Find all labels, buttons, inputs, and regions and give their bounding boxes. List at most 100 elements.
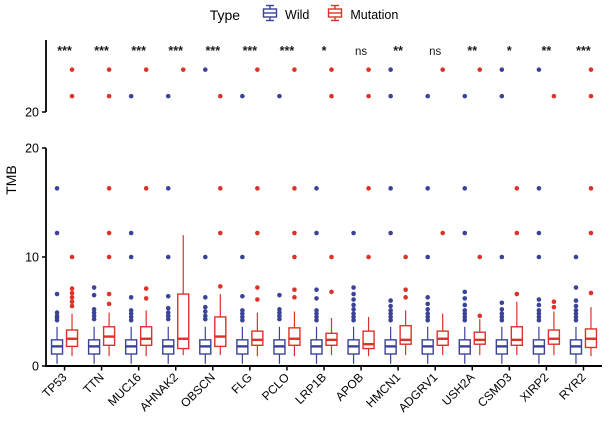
outlier-dot xyxy=(203,67,208,72)
outlier-dot xyxy=(255,230,260,236)
boxplot-mutation xyxy=(325,67,338,356)
gene-group-MUC16: ***MUC16 xyxy=(105,44,153,409)
box xyxy=(473,331,486,345)
outlier-dot xyxy=(351,314,356,320)
boxplot-mutation xyxy=(214,93,227,356)
significance-label: *** xyxy=(168,44,183,58)
gene-group-AHNAK2: *** AHNAK2 xyxy=(137,44,190,414)
boxplot-wild xyxy=(458,93,471,364)
boxplot-mutation xyxy=(510,186,524,356)
outlier-dot xyxy=(255,67,260,72)
outlier-dot xyxy=(314,314,319,320)
outlier-dot xyxy=(128,230,134,236)
boxplot-mutation xyxy=(177,67,190,356)
outlier-dot xyxy=(440,230,446,236)
outlier-dot xyxy=(277,307,282,312)
outlier-dot xyxy=(165,310,171,315)
outlier-dot xyxy=(551,299,557,304)
outlier-dot xyxy=(91,307,97,312)
outlier-dot xyxy=(388,317,393,323)
outlier-dot xyxy=(403,287,408,293)
outlier-dot xyxy=(573,254,579,260)
outlier-dot xyxy=(425,311,431,316)
outlier-dot xyxy=(425,295,431,300)
outlier-dot xyxy=(536,302,542,308)
wild-boxplot-key-icon xyxy=(260,3,280,28)
gene-group-ADGRV1: ns ADGRV1 xyxy=(396,46,449,415)
boxplot-wild xyxy=(347,230,360,364)
x-tick-label: TP53 xyxy=(39,370,69,400)
outlier-dot xyxy=(351,302,356,308)
outlier-dot xyxy=(425,301,431,307)
significance-label: * xyxy=(322,44,327,58)
x-tick-label: OBSCN xyxy=(178,370,218,410)
outlier-dot xyxy=(106,301,112,307)
y-tick-label: 10 xyxy=(25,251,39,265)
outlier-dot xyxy=(588,290,594,296)
outlier-dot xyxy=(462,230,468,236)
outlier-dot xyxy=(314,186,319,191)
outlier-dot xyxy=(573,303,579,309)
outlier-dot xyxy=(499,67,505,72)
boxplot-wild xyxy=(124,93,138,364)
legend-item-mutation: Mutation xyxy=(325,3,398,28)
outlier-dot xyxy=(499,300,505,306)
outlier-dot xyxy=(351,285,356,290)
outlier-dot xyxy=(403,295,408,300)
x-tick-label: LRP1B xyxy=(292,370,329,407)
boxplot-wild xyxy=(199,67,212,364)
outlier-dot xyxy=(388,308,393,313)
box xyxy=(251,330,264,346)
outlier-dot xyxy=(499,317,505,323)
box xyxy=(510,326,524,346)
outlier-dot xyxy=(165,293,171,299)
outlier-dot xyxy=(462,186,468,191)
outlier-dot xyxy=(425,307,431,312)
boxplot-wild xyxy=(384,67,397,364)
gene-group-PCLO: *** PCLO xyxy=(259,44,301,403)
outlier-dot xyxy=(128,314,134,320)
outlier-dot xyxy=(106,93,112,99)
outlier-dot xyxy=(425,317,431,323)
gene-group-LRP1B: * LRP1B xyxy=(292,44,338,407)
outlier-dot xyxy=(462,317,468,323)
outlier-dot xyxy=(292,230,297,236)
outlier-dot xyxy=(218,186,223,191)
outlier-dot xyxy=(143,186,149,191)
outlier-dot xyxy=(203,254,208,260)
outlier-dot xyxy=(128,295,134,300)
outlier-dot xyxy=(143,286,149,291)
x-tick-label: AHNAK2 xyxy=(137,370,181,414)
outlier-dot xyxy=(91,316,97,322)
outlier-dot xyxy=(462,302,468,308)
legend-title: Type xyxy=(209,7,241,23)
outlier-dot xyxy=(536,314,542,320)
outlier-dot xyxy=(240,293,245,299)
significance-label: ns xyxy=(355,46,367,58)
outlier-dot xyxy=(314,308,319,313)
outlier-dot xyxy=(388,67,393,72)
outlier-dot xyxy=(462,311,468,316)
outlier-dot xyxy=(573,285,579,290)
boxplot-mutation xyxy=(473,67,486,356)
outlier-dot xyxy=(165,305,171,311)
outlier-dot xyxy=(462,314,468,320)
outlier-dot xyxy=(573,314,579,320)
outlier-dot xyxy=(128,93,134,99)
outlier-dot xyxy=(536,308,542,313)
outlier-dot xyxy=(69,303,75,309)
outlier-dot xyxy=(499,314,505,320)
significance-label: ** xyxy=(393,44,403,58)
boxplot-wild xyxy=(569,254,583,364)
boxplot-mutation xyxy=(547,93,561,356)
box xyxy=(288,327,301,346)
outlier-dot xyxy=(388,186,393,191)
outlier-dot xyxy=(165,93,171,99)
outlier-dot xyxy=(69,67,75,72)
outlier-dot xyxy=(69,254,75,260)
outlier-dot xyxy=(69,290,75,296)
outlier-dot xyxy=(536,297,542,302)
outlier-dot xyxy=(203,309,208,314)
mutation-boxplot-key-icon xyxy=(325,3,345,28)
